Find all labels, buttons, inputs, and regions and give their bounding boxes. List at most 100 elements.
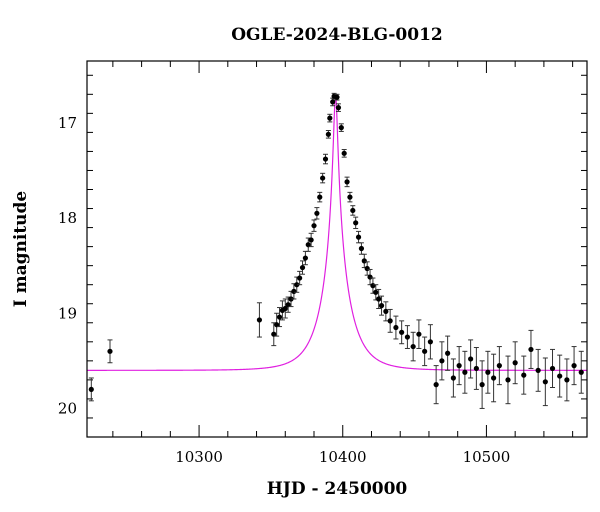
point-marker: [557, 373, 563, 379]
y-tick-label: 19: [58, 304, 77, 322]
point-marker: [276, 314, 283, 320]
point-marker: [462, 369, 468, 375]
data-point: [314, 207, 320, 220]
data-point: [335, 103, 342, 112]
x-tick-label: 10300: [175, 448, 223, 466]
point-marker: [322, 156, 329, 162]
point-marker: [311, 223, 317, 229]
point-marker: [334, 94, 340, 100]
point-marker: [361, 258, 367, 264]
point-marker: [393, 324, 399, 331]
point-marker: [549, 365, 556, 372]
data-point: [320, 172, 326, 184]
data-point: [322, 153, 329, 165]
data-point: [317, 191, 323, 203]
data-point: [439, 341, 445, 381]
point-marker: [404, 334, 411, 340]
data-point: [433, 365, 439, 405]
point-marker: [485, 369, 491, 375]
point-marker: [564, 377, 570, 383]
data-point: [535, 348, 541, 392]
data-point: [462, 350, 468, 394]
data-point: [564, 358, 570, 402]
data-point: [297, 270, 303, 286]
point-marker: [305, 242, 311, 248]
data-point: [557, 354, 563, 398]
point-marker: [308, 237, 314, 243]
data-point: [107, 339, 113, 364]
data-point: [276, 307, 283, 328]
point-marker: [468, 356, 474, 362]
point-marker: [383, 308, 389, 314]
point-marker: [387, 318, 393, 324]
point-marker: [88, 386, 94, 393]
point-marker: [416, 331, 422, 337]
point-marker: [445, 350, 451, 356]
data-point: [299, 260, 306, 275]
data-point: [338, 123, 344, 132]
data-point: [387, 308, 393, 333]
y-tick-label: 18: [58, 209, 77, 227]
data-point: [282, 298, 288, 319]
point-marker: [341, 150, 347, 156]
microlensing-model-curve: [87, 94, 587, 371]
data-point: [445, 335, 451, 371]
data-point: [549, 348, 556, 389]
data-points: [88, 92, 584, 409]
point-marker: [353, 220, 359, 226]
point-marker: [439, 358, 445, 364]
data-point: [305, 237, 311, 252]
data-point: [327, 113, 333, 123]
data-point: [361, 253, 367, 269]
point-marker: [314, 210, 320, 216]
data-point: [404, 325, 411, 349]
x-tick-label: 10500: [463, 448, 511, 466]
data-point: [334, 93, 340, 101]
point-marker: [535, 367, 541, 373]
point-marker: [282, 305, 288, 312]
point-marker: [473, 365, 479, 372]
y-tick-label: 20: [58, 399, 77, 417]
data-point: [422, 336, 428, 367]
point-marker: [578, 369, 584, 375]
point-marker: [496, 363, 502, 369]
point-marker: [358, 245, 365, 252]
data-point: [279, 300, 286, 321]
point-marker: [338, 125, 344, 131]
point-marker: [376, 296, 382, 302]
point-marker: [367, 274, 373, 280]
x-axis-label: HJD - 2450000: [267, 479, 408, 499]
point-marker: [330, 99, 336, 105]
data-point: [399, 320, 405, 345]
point-marker: [299, 264, 306, 271]
point-marker: [256, 317, 263, 323]
point-marker: [542, 379, 548, 385]
data-point: [491, 353, 497, 403]
data-point: [355, 230, 362, 244]
data-point: [496, 346, 502, 386]
data-point: [450, 358, 456, 398]
point-marker: [350, 207, 356, 214]
point-marker: [410, 343, 416, 350]
data-point: [505, 355, 511, 405]
data-point: [364, 261, 370, 276]
data-point: [521, 355, 527, 395]
data-point: [578, 350, 584, 394]
data-point: [294, 276, 300, 293]
data-point: [274, 312, 280, 337]
point-marker: [317, 194, 323, 200]
point-marker: [370, 283, 376, 289]
data-point: [571, 346, 577, 386]
data-point: [341, 149, 347, 158]
point-marker: [521, 372, 527, 378]
point-marker: [355, 234, 362, 240]
point-marker: [294, 282, 300, 288]
data-point: [485, 350, 491, 394]
data-point: [347, 191, 353, 203]
y-axis-label: I magnitude: [11, 191, 31, 308]
point-marker: [297, 275, 303, 281]
point-marker: [373, 289, 379, 295]
point-marker: [327, 115, 333, 121]
data-point: [311, 219, 317, 232]
